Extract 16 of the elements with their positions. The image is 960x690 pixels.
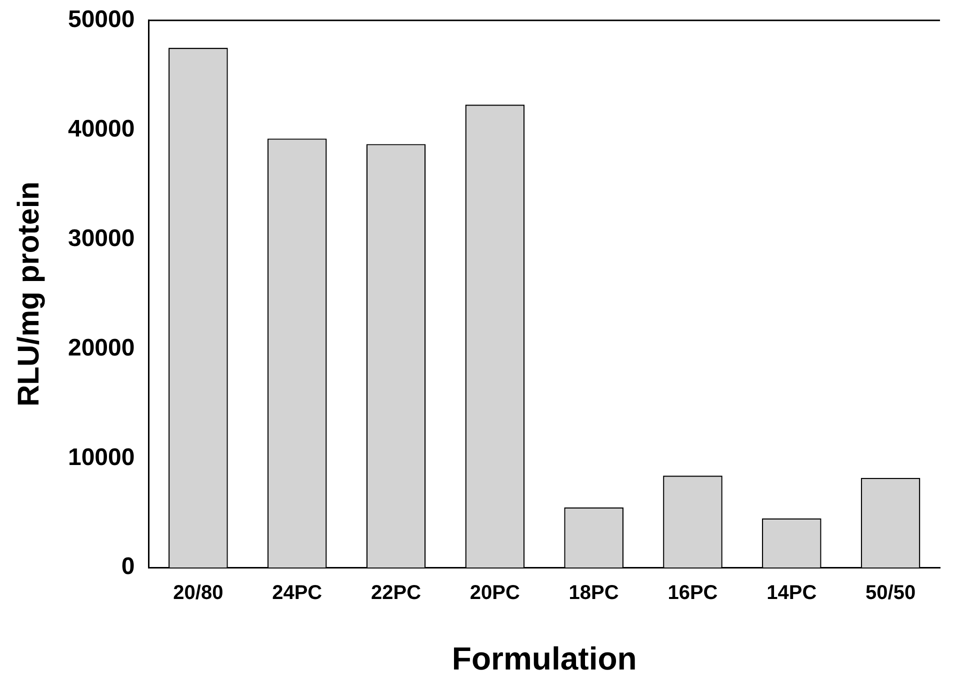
x-tick-label: 50/50: [866, 582, 916, 604]
y-tick-label: 0: [121, 553, 135, 580]
x-tick-label: 14PC: [766, 582, 817, 604]
y-tick-label: 50000: [68, 6, 135, 34]
x-tick-label: 18PC: [568, 582, 619, 604]
x-tick-label: 22PC: [370, 582, 422, 604]
x-axis-title: Formulation: [452, 640, 637, 677]
x-tick-label: 24PC: [272, 582, 322, 604]
y-axis-title: RLU/mg protein: [12, 182, 46, 406]
x-tick-label: 16PC: [668, 582, 718, 604]
x-tick-label: 20PC: [470, 582, 520, 604]
y-tick-label: 40000: [68, 115, 135, 142]
y-tick-label: 30000: [68, 224, 135, 252]
y-tick-label: 20000: [68, 334, 135, 362]
x-tick-label: 20/80: [173, 582, 224, 604]
y-tick-label: 10000: [68, 444, 135, 471]
